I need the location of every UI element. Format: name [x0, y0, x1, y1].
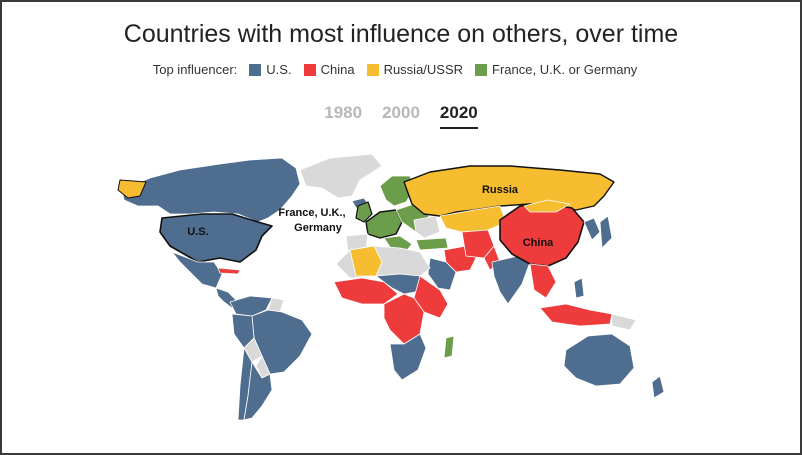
chart-title: Countries with most influence on others,… — [123, 20, 679, 48]
label-us: U.S. — [187, 226, 208, 238]
uk — [355, 201, 373, 223]
label-russia: Russia — [482, 184, 519, 196]
arabia — [427, 257, 457, 291]
greenland — [299, 153, 383, 199]
legend-swatch-china — [303, 63, 316, 76]
mongolia — [523, 199, 571, 213]
legend-swatch-us — [249, 63, 262, 76]
france-germany — [365, 209, 403, 239]
india — [491, 255, 531, 305]
australia — [563, 333, 635, 387]
new-zealand — [651, 375, 665, 399]
legend-text-russia: Russia/USSR — [383, 62, 464, 77]
label-europe-line1: France, U.K., — [278, 207, 345, 219]
legend-swatch-europe — [475, 63, 488, 76]
china — [499, 203, 585, 267]
legend-text-china: China — [320, 62, 355, 77]
argentina — [243, 361, 273, 421]
legend-text-europe: France, U.K. or Germany — [492, 62, 638, 77]
tab-2000[interactable]: 2000 — [382, 103, 420, 122]
turkey — [415, 237, 449, 251]
label-china: China — [523, 237, 554, 249]
kazakhstan — [439, 205, 507, 233]
legend-item-europe: France, U.K. or Germany — [475, 62, 637, 77]
korea-japan — [583, 217, 601, 241]
algeria — [349, 245, 383, 277]
indonesia — [539, 303, 613, 327]
tab-2020[interactable]: 2020 — [439, 103, 478, 129]
legend-item-russia: Russia/USSR — [366, 62, 464, 77]
alaska — [117, 179, 147, 199]
cuba — [217, 267, 241, 275]
madagascar — [443, 335, 455, 359]
usa — [159, 213, 273, 263]
west-africa — [333, 277, 399, 305]
legend-item-us: U.S. — [249, 62, 292, 77]
legend: Top influencer: U.S. China Russia/USSR F… — [0, 62, 802, 77]
southern-africa — [389, 333, 427, 381]
tab-1980[interactable]: 1980 — [324, 103, 363, 122]
philippines — [573, 277, 585, 299]
ukraine — [413, 215, 441, 239]
canada — [121, 157, 301, 223]
legend-label: Top influencer: — [152, 62, 238, 77]
papua — [611, 313, 637, 331]
southeast-asia — [529, 263, 557, 299]
legend-swatch-russia — [366, 63, 379, 76]
legend-item-china: China — [303, 62, 355, 77]
year-tabs: 1980 2000 2020 — [0, 103, 802, 129]
japan — [599, 215, 613, 249]
label-europe-line2: Germany — [294, 222, 343, 234]
legend-text-us: U.S. — [266, 62, 292, 77]
